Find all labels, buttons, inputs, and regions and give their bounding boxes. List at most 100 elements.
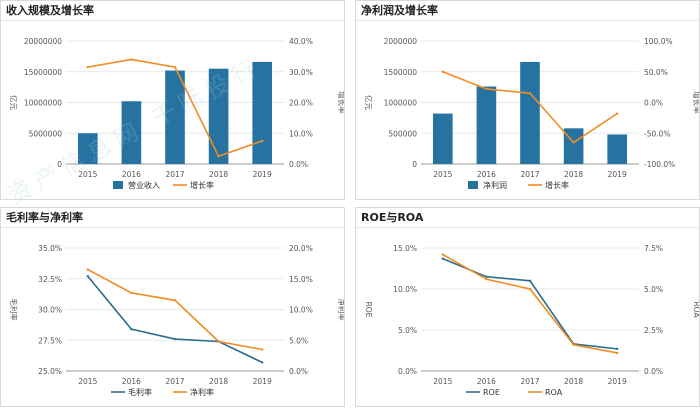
data-point (485, 87, 488, 91)
x-tick-label: 2015 (433, 170, 452, 179)
bar (165, 70, 185, 164)
legend-label: ROE (483, 388, 500, 397)
revenue-title: 收入规模及增长率 (1, 1, 344, 21)
legend-swatch (468, 181, 478, 189)
left-tick-label: 1500000 (384, 68, 418, 77)
x-tick-label: 2019 (608, 377, 627, 386)
data-point (173, 337, 177, 341)
roe-chart: 0.0% 5.0% 10.0% 15.0% 0.0% 2.5% 5.0% 7.5% ROE ROA… (364, 244, 699, 397)
data-point (261, 348, 264, 351)
x-tick-label: 2016 (122, 377, 141, 386)
right-tick-label: 0.0% (289, 367, 308, 376)
right-axis-title: ROA (692, 301, 699, 318)
x-tick-label: 2018 (209, 170, 228, 179)
right-tick-label: -50.0% (644, 129, 671, 138)
data-point (485, 275, 488, 278)
right-tick-label: 5.0% (644, 285, 663, 294)
left-tick-label: 10000000 (24, 99, 62, 108)
data-point (572, 141, 575, 144)
data-point (217, 340, 220, 343)
data-point (130, 58, 133, 61)
left-axis-title: 毛利率 (9, 298, 19, 321)
x-tick-label: 2018 (209, 377, 228, 386)
profit-panel: 净利润及增长率 0 500000 1000000 1500000 2000000 -100… (355, 0, 700, 200)
data-point (86, 275, 90, 278)
left-tick-label: 500000 (388, 129, 417, 138)
right-tick-label: 5.0% (289, 336, 308, 345)
left-tick-label: 30.0% (38, 306, 62, 315)
right-tick-label: 20.0% (289, 99, 313, 108)
roe-panel: ROE与ROA 0.0% 5.0% 10.0% 15.0% 0.0% 2.5% 5.0% 7.… (355, 207, 700, 407)
left-axis-title: 亿元 (364, 95, 374, 110)
legend-label: 增长率 (545, 180, 569, 190)
data-point (616, 347, 619, 351)
legend-label: 毛利率 (128, 387, 152, 397)
bar (520, 61, 540, 164)
bar (252, 61, 273, 164)
left-axis-title: 亿元 (9, 95, 19, 110)
left-tick-label: 2000000 (384, 37, 418, 46)
x-tick-label: 2015 (78, 170, 97, 179)
data-point (572, 343, 575, 346)
right-tick-label: 10.0% (289, 306, 313, 315)
left-axis-title: ROE (364, 302, 373, 318)
legend-label: ROA (545, 388, 563, 397)
x-tick-label: 2016 (477, 377, 496, 386)
left-tick-label: 27.5% (38, 336, 62, 345)
margin-chart: 25.0% 27.5% 30.0% 32.5% 35.0% 0.0% 5.0% 10.0% 15… (9, 244, 344, 397)
data-point (86, 65, 90, 69)
profit-chart: 0 500000 1000000 1500000 2000000 -100.0% -50.0… (364, 37, 699, 190)
right-tick-label: 50.0% (644, 68, 668, 77)
right-tick-label: 15.0% (289, 275, 313, 284)
left-tick-label: 0 (57, 160, 62, 169)
right-axis-title: 净利率 (337, 298, 344, 321)
data-point (261, 361, 264, 364)
margin-panel: 毛利率与净利率 25.0% 27.5% 30.0% 32.5% 35.0% 0.0% 5.0… (0, 207, 345, 407)
bar (607, 134, 628, 164)
x-tick-label: 2016 (477, 170, 496, 179)
x-tick-label: 2017 (520, 170, 539, 179)
data-point (86, 268, 90, 271)
data-point (261, 139, 264, 143)
margin-title: 毛利率与净利率 (1, 208, 344, 228)
left-tick-label: 15.0% (393, 244, 417, 253)
right-tick-label: 0.0% (644, 99, 663, 108)
right-tick-label: 30.0% (289, 68, 313, 77)
left-tick-label: 35.0% (38, 244, 62, 253)
left-tick-label: 10.0% (393, 285, 417, 294)
right-tick-label: 100.0% (644, 37, 673, 46)
data-point (441, 257, 444, 260)
left-tick-label: 0 (412, 160, 417, 169)
data-point (173, 65, 177, 69)
right-tick-label: 7.5% (644, 244, 663, 253)
right-tick-label: 0.0% (644, 367, 663, 376)
legend-label: 增长率 (190, 180, 214, 190)
x-tick-label: 2019 (253, 170, 272, 179)
right-axis-title: 增长率 (692, 91, 699, 114)
data-point (485, 277, 488, 281)
revenue-panel: 收入规模及增长率 0 5000000 10000000 15000000 2000000… (0, 0, 345, 200)
left-tick-label: 25.0% (38, 367, 62, 376)
left-tick-label: 0.0% (398, 367, 417, 376)
data-point (441, 70, 444, 73)
left-tick-label: 5.0% (398, 326, 417, 335)
data-point (616, 112, 619, 115)
x-tick-label: 2015 (433, 377, 452, 386)
series-line (442, 253, 618, 354)
x-tick-label: 2018 (564, 170, 583, 179)
left-tick-label: 32.5% (38, 275, 62, 284)
legend-swatch (113, 181, 123, 189)
right-tick-label: 2.5% (644, 326, 663, 335)
legend-label: 营业收入 (128, 180, 160, 190)
series-line (442, 257, 618, 350)
data-point (130, 291, 133, 295)
data-point (441, 253, 444, 256)
data-point (528, 279, 532, 282)
x-tick-label: 2019 (608, 170, 627, 179)
bar (77, 133, 98, 164)
roe-title: ROE与ROA (356, 208, 699, 228)
x-tick-label: 2018 (564, 377, 583, 386)
left-tick-label: 1000000 (384, 99, 418, 108)
data-point (616, 351, 619, 355)
right-tick-label: 10.0% (289, 129, 313, 138)
